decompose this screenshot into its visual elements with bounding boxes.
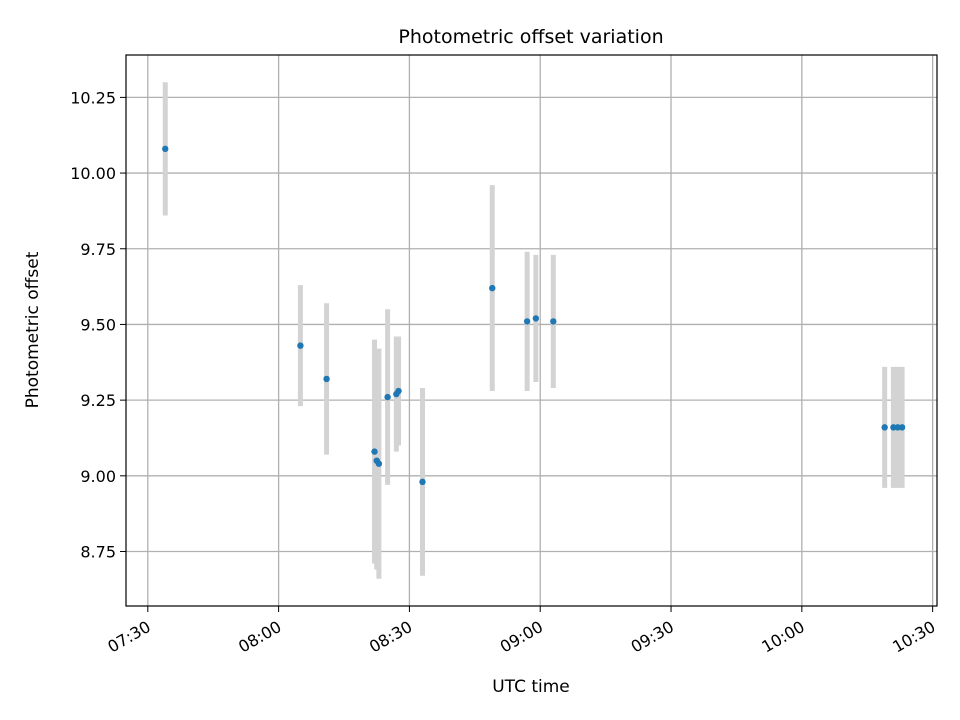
- y-tick-label: 9.50: [80, 315, 116, 334]
- grid-lines: [126, 55, 937, 606]
- data-point: [384, 393, 391, 401]
- data-point: [523, 318, 531, 325]
- x-tick-label: 09:30: [628, 617, 677, 657]
- data-point: [375, 460, 383, 467]
- data-point: [162, 145, 169, 153]
- y-tick-label: 9.75: [80, 240, 116, 259]
- data-point: [371, 448, 378, 455]
- x-tick-label: 09:00: [497, 617, 546, 657]
- data-point: [419, 478, 426, 486]
- x-tick-label: 08:00: [235, 617, 284, 657]
- x-tick-label: 10:30: [889, 617, 938, 657]
- y-tick-label: 8.75: [80, 543, 116, 562]
- data-point: [489, 284, 496, 292]
- data-point: [898, 424, 906, 431]
- plot-area-frame: [125, 54, 938, 607]
- data-point: [532, 315, 540, 322]
- data-point: [323, 375, 330, 383]
- x-tick-label: 10:00: [758, 617, 807, 657]
- data-points: [162, 145, 906, 486]
- x-axis-label: UTC time: [492, 677, 570, 697]
- chart-title: Photometric offset variation: [398, 26, 663, 48]
- data-point: [881, 424, 888, 431]
- y-axis-ticks: 8.75 9.00 9.25 9.50 9.75 10.00 10.25: [70, 88, 126, 562]
- x-axis-ticks: 07:30 08:00 08:30 09:00 09:30 10:00 10:30: [104, 606, 939, 657]
- error-bars: [162, 82, 905, 579]
- y-axis-label: Photometric offset: [23, 251, 43, 408]
- data-point: [297, 342, 304, 349]
- x-tick-label: 07:30: [104, 617, 153, 657]
- y-tick-label: 10.25: [70, 88, 116, 107]
- data-point: [550, 318, 557, 325]
- data-point: [395, 387, 402, 395]
- x-tick-label: 08:30: [366, 617, 415, 657]
- y-tick-label: 9.00: [80, 467, 116, 486]
- y-tick-label: 10.00: [70, 164, 116, 183]
- y-tick-label: 9.25: [80, 391, 116, 410]
